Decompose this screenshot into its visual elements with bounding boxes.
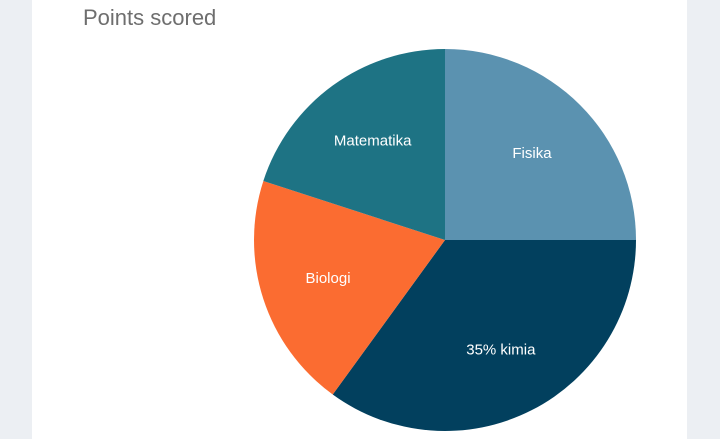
chart-card: Points scored Fisika 35% kimia Biologi Mate… <box>32 0 687 439</box>
slice-label-biologi: Biologi <box>306 270 351 287</box>
slice-label-kimia: 35% kimia <box>466 342 536 359</box>
pie-slice-biologi[interactable] <box>254 180 445 395</box>
slice-label-matematika: Matematika <box>334 132 412 149</box>
pie-slice-fisika[interactable] <box>445 49 636 240</box>
pie-slice-matematika[interactable] <box>263 49 445 240</box>
slice-label-fisika: Fisika <box>512 145 552 162</box>
chart-title: Points scored <box>83 5 217 30</box>
pie-chart: Fisika 35% kimia Biologi Matematika <box>254 49 636 431</box>
pie-slice-kimia[interactable] <box>332 240 636 431</box>
